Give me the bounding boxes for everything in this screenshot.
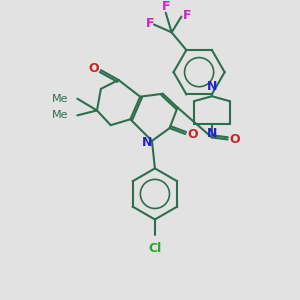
Text: F: F [146, 17, 154, 30]
Text: O: O [187, 128, 197, 140]
Text: F: F [161, 0, 170, 13]
Text: F: F [183, 9, 192, 22]
Text: N: N [142, 136, 152, 149]
Text: Me: Me [52, 110, 68, 120]
Text: N: N [207, 127, 217, 140]
Text: N: N [207, 80, 217, 93]
Text: O: O [229, 133, 240, 146]
Text: O: O [89, 62, 99, 75]
Text: Me: Me [52, 94, 68, 104]
Text: Cl: Cl [148, 242, 161, 255]
